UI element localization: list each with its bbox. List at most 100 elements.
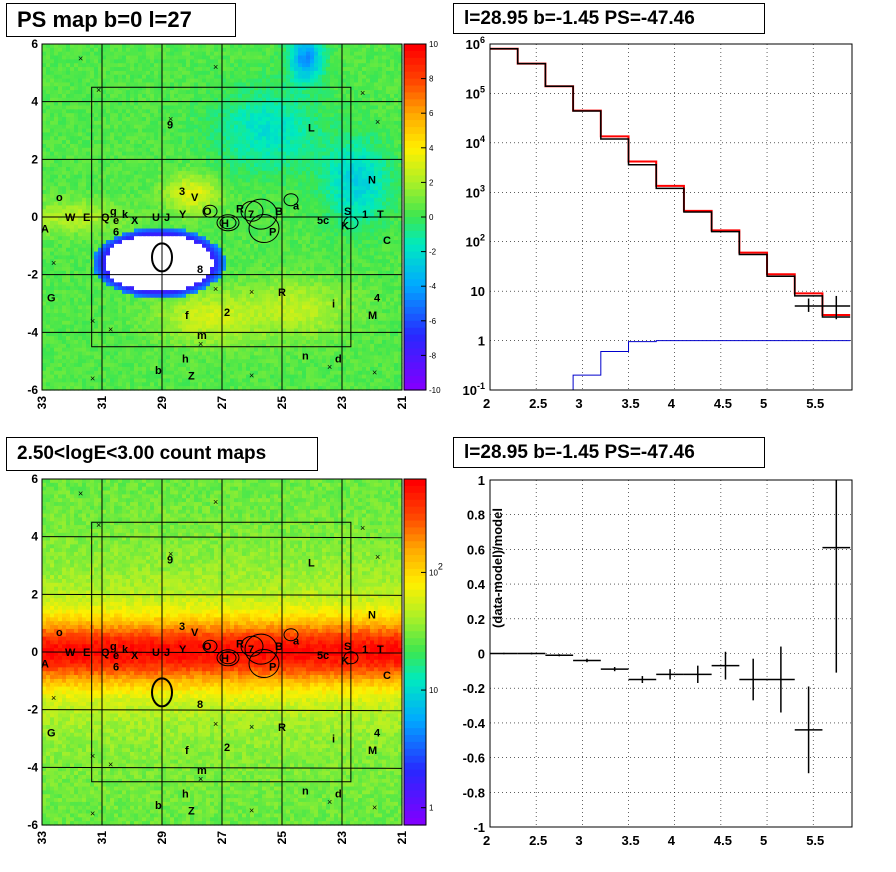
- spectrum-frame: [489, 43, 853, 391]
- colorbar: 102 10 1: [403, 478, 443, 826]
- x-tick-3: 3: [575, 833, 582, 848]
- x-tick-31: 31: [95, 831, 109, 845]
- source-label-K: K: [341, 221, 349, 233]
- source-label-4: 4: [374, 293, 381, 305]
- source-label-G: G: [47, 728, 56, 740]
- source-label-5: 5: [317, 215, 323, 227]
- heatmap-cells: [42, 479, 403, 826]
- source-label-b: b: [155, 365, 162, 377]
- source-marker: ×: [360, 88, 365, 98]
- colorbar-tick-2: 2: [429, 178, 434, 187]
- source-label-O: O: [203, 206, 212, 218]
- x-tick-5: 5: [760, 396, 767, 411]
- source-label-Q: Q: [101, 647, 110, 659]
- grid-line-b-4: [41, 536, 403, 539]
- source-label-8: 8: [197, 264, 203, 276]
- source-marker: ×: [108, 759, 113, 769]
- residual-frame: [489, 479, 853, 828]
- source-label-Y: Y: [179, 644, 187, 656]
- source-contour: [343, 651, 359, 665]
- source-label-7: 7: [248, 209, 254, 221]
- source-marker: ×: [249, 287, 254, 297]
- source-label-M: M: [368, 745, 377, 757]
- source-marker: ×: [249, 371, 254, 381]
- y-tick-10^4: 104: [466, 134, 485, 151]
- x-tick-5.5: 5.5: [806, 833, 824, 848]
- y-tick--4: -4: [27, 325, 38, 339]
- x-tick-25: 25: [275, 396, 289, 410]
- source-label-E: E: [83, 212, 90, 224]
- source-label-3: 3: [179, 186, 185, 198]
- source-label-6: 6: [113, 661, 119, 673]
- source-label-1: 1: [362, 209, 368, 221]
- colorbar-tick--10: -10: [429, 386, 441, 395]
- source-label-9: 9: [167, 120, 173, 132]
- source-label-k: k: [122, 644, 129, 656]
- series-blue-step: [572, 340, 851, 390]
- source-marker: ×: [90, 751, 95, 761]
- x-tick-21: 21: [395, 396, 409, 410]
- source-label-d: d: [335, 788, 342, 800]
- source-label-k: k: [122, 209, 129, 221]
- spectrum-panel: 2 2.5 3 3.5 4 4.5 5 5.5 10-1 1 10 102 103 104 105 106: [463, 35, 853, 411]
- y-axis-label: (data-model)/model: [490, 508, 505, 628]
- series-black-step: [490, 48, 851, 318]
- source-label-K: K: [341, 656, 349, 668]
- source-label-Z: Z: [188, 806, 195, 818]
- source-label-T: T: [377, 644, 384, 656]
- source-contour: [202, 639, 218, 653]
- source-marker: ×: [249, 806, 254, 816]
- bottom-right-panel-title: l=28.95 b=-1.45 PS=-47.46: [453, 437, 765, 468]
- x-tick-23: 23: [335, 831, 349, 845]
- x-tick-27: 27: [215, 831, 229, 845]
- x-tick-2: 2: [483, 833, 490, 848]
- source-label-o: o: [56, 192, 63, 204]
- x-tick-29: 29: [155, 396, 169, 410]
- x-tick-27: 27: [215, 396, 229, 410]
- source-label-J: J: [164, 647, 170, 659]
- source-label-h: h: [182, 788, 189, 800]
- source-contour: [216, 214, 240, 232]
- source-marker: ×: [213, 62, 218, 72]
- source-label-X: X: [131, 650, 139, 662]
- spectrum-grid: [490, 43, 852, 390]
- y-tick-4: 4: [31, 530, 38, 544]
- source-contour: [219, 216, 237, 230]
- x-tick-2: 2: [483, 396, 490, 411]
- y-tick-10^3: 103: [466, 183, 485, 200]
- y-tick-10^-1: 10-1: [463, 381, 485, 398]
- source-marker: ×: [249, 722, 254, 732]
- x-tick-23: 23: [335, 396, 349, 410]
- source-label-A: A: [41, 224, 49, 236]
- bottom-left-panel-title: 2.50<logE<3.00 count maps: [6, 437, 318, 471]
- source-label-H: H: [221, 653, 229, 665]
- source-marker: ×: [90, 373, 95, 383]
- source-label-f: f: [185, 310, 189, 322]
- colorbar-tick-4: 4: [429, 144, 434, 153]
- y-tick-1: 1: [478, 473, 485, 488]
- source-label-O: O: [203, 641, 212, 653]
- source-contour: [283, 193, 299, 207]
- source-label-2: 2: [224, 307, 230, 319]
- source-label-V: V: [191, 192, 199, 204]
- source-marker: ×: [327, 797, 332, 807]
- source-marker: ×: [78, 488, 83, 498]
- source-label-i: i: [332, 299, 335, 311]
- source-label-f: f: [185, 745, 189, 757]
- source-contour: [244, 198, 278, 230]
- colorbar-tick--8: -8: [429, 351, 437, 360]
- x-tick-31: 31: [95, 396, 109, 410]
- source-label-J: J: [164, 212, 170, 224]
- colorbar-tick-10^2: 102: [429, 561, 443, 577]
- source-marker: ×: [90, 316, 95, 326]
- source-label-i: i: [332, 734, 335, 746]
- source-label-o: o: [56, 627, 63, 639]
- source-label-U: U: [152, 647, 160, 659]
- x-tick-3.5: 3.5: [622, 833, 640, 848]
- y-tick-10: 10: [471, 284, 485, 299]
- y-tick-0: 0: [31, 645, 38, 659]
- top-left-panel-title: PS map b=0 l=27: [6, 3, 236, 37]
- x-tick-5.5: 5.5: [806, 396, 824, 411]
